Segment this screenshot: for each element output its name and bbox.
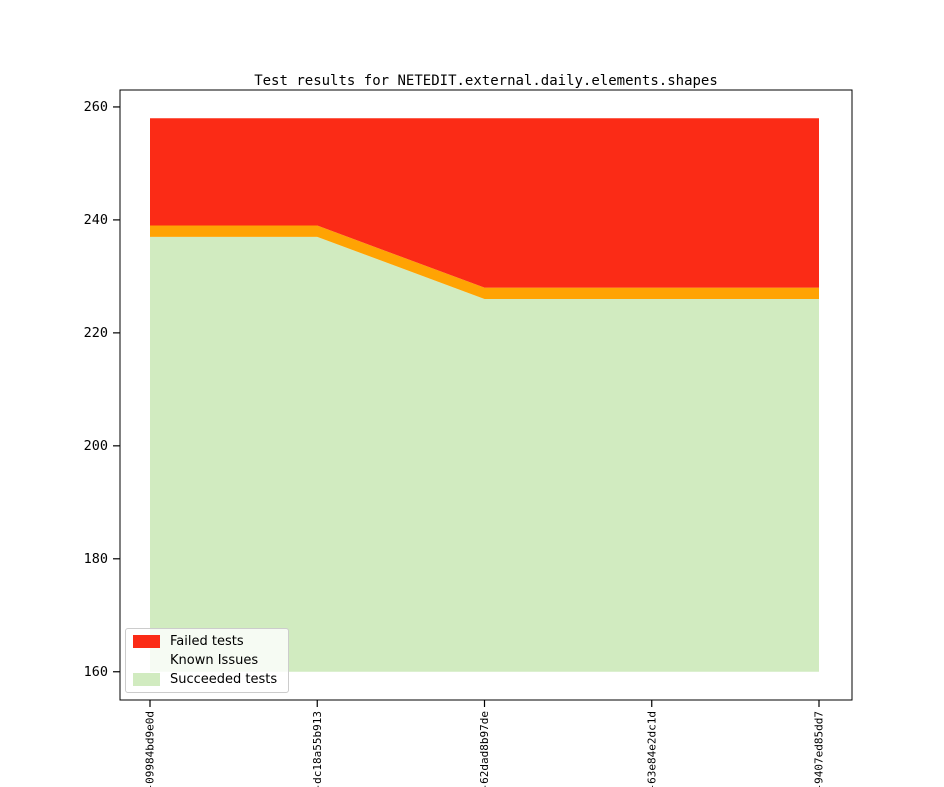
legend-label-succeeded: Succeeded tests <box>170 672 278 687</box>
legend-swatch-known-issues-icon <box>133 654 160 667</box>
y-tick-label: 220 <box>84 325 108 341</box>
legend-item-known-issues: Known Issues <box>133 653 279 668</box>
legend-label-failed: Failed tests <box>170 634 244 649</box>
y-tick-label: 160 <box>84 664 108 680</box>
y-tick-label: 260 <box>84 99 108 115</box>
legend-swatch-failed-icon <box>133 635 160 648</box>
y-tick-label: 180 <box>84 551 108 567</box>
axes-frame <box>119 89 853 701</box>
y-tick-label: 200 <box>84 438 108 454</box>
y-tick-label: 240 <box>84 212 108 228</box>
chart-title: Test results for NETEDIT.external.daily.… <box>254 73 718 89</box>
x-tick-label: 5-9407ed85dd7 <box>813 711 826 787</box>
area-failed-tests <box>150 118 819 288</box>
legend-swatch-succeeded-icon <box>133 673 160 686</box>
area-succeeded-tests <box>150 236 819 672</box>
x-tick-label: 5-dc18a55b913 <box>311 711 324 787</box>
area-known-issues <box>150 225 819 299</box>
legend: Failed tests Known Issues Succeeded test… <box>125 628 289 693</box>
legend-label-known-issues: Known Issues <box>170 653 259 668</box>
legend-item-failed: Failed tests <box>133 634 279 649</box>
legend-item-succeeded: Succeeded tests <box>133 672 279 687</box>
x-tick-label: 3-09984bd9e0d <box>144 711 157 787</box>
x-tick-label: 3-62dad8b97de <box>478 711 491 787</box>
x-tick-label: 3-63e84e2dc1d <box>645 711 658 787</box>
